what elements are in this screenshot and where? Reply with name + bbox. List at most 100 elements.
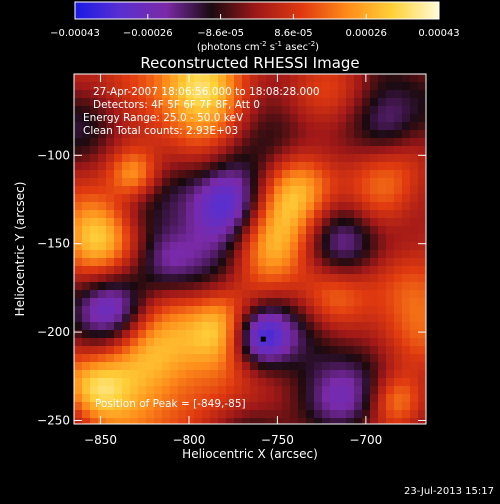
heatmap-cell	[154, 234, 163, 243]
heatmap-cell	[74, 402, 83, 411]
heatmap-cell	[218, 98, 227, 107]
heatmap-cell	[306, 322, 315, 331]
heatmap-cell	[330, 258, 339, 267]
heatmap-cell	[202, 330, 211, 339]
heatmap-cell	[314, 138, 323, 147]
heatmap-cell	[322, 418, 331, 424]
heatmap-cell	[90, 386, 99, 395]
heatmap-cell	[114, 266, 123, 275]
heatmap-cell	[282, 194, 291, 203]
heatmap-cell	[354, 386, 363, 395]
heatmap-cell	[306, 162, 315, 171]
heatmap-cell	[402, 98, 411, 107]
heatmap-cell	[210, 90, 219, 99]
heatmap-cell	[322, 266, 331, 275]
heatmap-cell	[370, 146, 379, 155]
heatmap-cell	[242, 330, 251, 339]
heatmap-cell	[186, 322, 195, 331]
y-axis-label: Heliocentric Y (arcsec)	[13, 182, 27, 317]
heatmap-cell	[170, 114, 179, 123]
heatmap-cell	[306, 282, 315, 291]
heatmap-cell	[130, 418, 139, 424]
heatmap-cell	[234, 370, 243, 379]
heatmap-cell	[82, 258, 91, 267]
heatmap-cell	[418, 290, 426, 299]
heatmap-cell	[394, 178, 403, 187]
heatmap-cell	[378, 410, 387, 419]
heatmap-cell	[170, 402, 179, 411]
heatmap-cell	[418, 234, 426, 243]
heatmap-cell	[170, 386, 179, 395]
heatmap-cell	[274, 306, 283, 315]
heatmap-cell	[250, 338, 259, 347]
heatmap-cell	[322, 330, 331, 339]
heatmap-cell	[234, 218, 243, 227]
heatmap-cell	[122, 202, 131, 211]
heatmap-cell	[170, 346, 179, 355]
heatmap-cell	[290, 154, 299, 163]
heatmap-cell	[346, 210, 355, 219]
heatmap-cell	[322, 386, 331, 395]
heatmap-cell	[82, 266, 91, 275]
heatmap-cell	[194, 298, 203, 307]
heatmap-cell	[362, 386, 371, 395]
heatmap-cell	[370, 330, 379, 339]
heatmap-cell	[362, 130, 371, 139]
heatmap-cell	[362, 242, 371, 251]
heatmap-cell	[82, 170, 91, 179]
heatmap-cell	[370, 98, 379, 107]
heatmap-cell	[122, 362, 131, 371]
heatmap-cell	[394, 82, 403, 91]
heatmap-cell	[266, 338, 275, 347]
heatmap-cell	[218, 314, 227, 323]
heatmap-cell	[170, 138, 179, 147]
heatmap-cell	[210, 418, 219, 424]
heatmap-cell	[170, 202, 179, 211]
heatmap-cell	[354, 338, 363, 347]
heatmap-cell	[322, 258, 331, 267]
heatmap-cell	[82, 242, 91, 251]
heatmap-cell	[266, 114, 275, 123]
heatmap-cell	[162, 138, 171, 147]
heatmap-cell	[146, 338, 155, 347]
heatmap-cell	[322, 354, 331, 363]
heatmap-cell	[170, 234, 179, 243]
heatmap-cell	[370, 162, 379, 171]
heatmap-cell	[210, 146, 219, 155]
heatmap-cell	[298, 218, 307, 227]
heatmap-cell	[242, 370, 251, 379]
heatmap-cell	[418, 242, 426, 251]
heatmap-cell	[330, 170, 339, 179]
heatmap-cell	[402, 346, 411, 355]
heatmap-cell	[266, 290, 275, 299]
heatmap-cell	[218, 170, 227, 179]
heatmap-cell	[210, 290, 219, 299]
heatmap-cell	[162, 394, 171, 403]
heatmap-cell	[82, 346, 91, 355]
heatmap-cell	[386, 386, 395, 395]
heatmap-cell	[394, 146, 403, 155]
heatmap-cell	[130, 178, 139, 187]
heatmap-cell	[370, 418, 379, 424]
heatmap-cell	[226, 394, 235, 403]
heatmap-cell	[178, 154, 187, 163]
heatmap-cell	[218, 114, 227, 123]
heatmap-cell	[306, 346, 315, 355]
heatmap-cell	[162, 258, 171, 267]
heatmap-cell	[410, 242, 419, 251]
heatmap-cell	[330, 338, 339, 347]
heatmap-cell	[114, 210, 123, 219]
heatmap-cell	[146, 298, 155, 307]
heatmap-cell	[346, 114, 355, 123]
heatmap-cell	[306, 314, 315, 323]
heatmap-cell	[258, 186, 267, 195]
heatmap-cell	[250, 234, 259, 243]
heatmap-cell	[330, 362, 339, 371]
heatmap-cell	[394, 386, 403, 395]
heatmap-cell	[82, 394, 91, 403]
heatmap-cell	[138, 298, 147, 307]
heatmap-cell	[314, 82, 323, 91]
heatmap-cell	[354, 138, 363, 147]
heatmap-cell	[386, 274, 395, 283]
heatmap-cell	[298, 130, 307, 139]
